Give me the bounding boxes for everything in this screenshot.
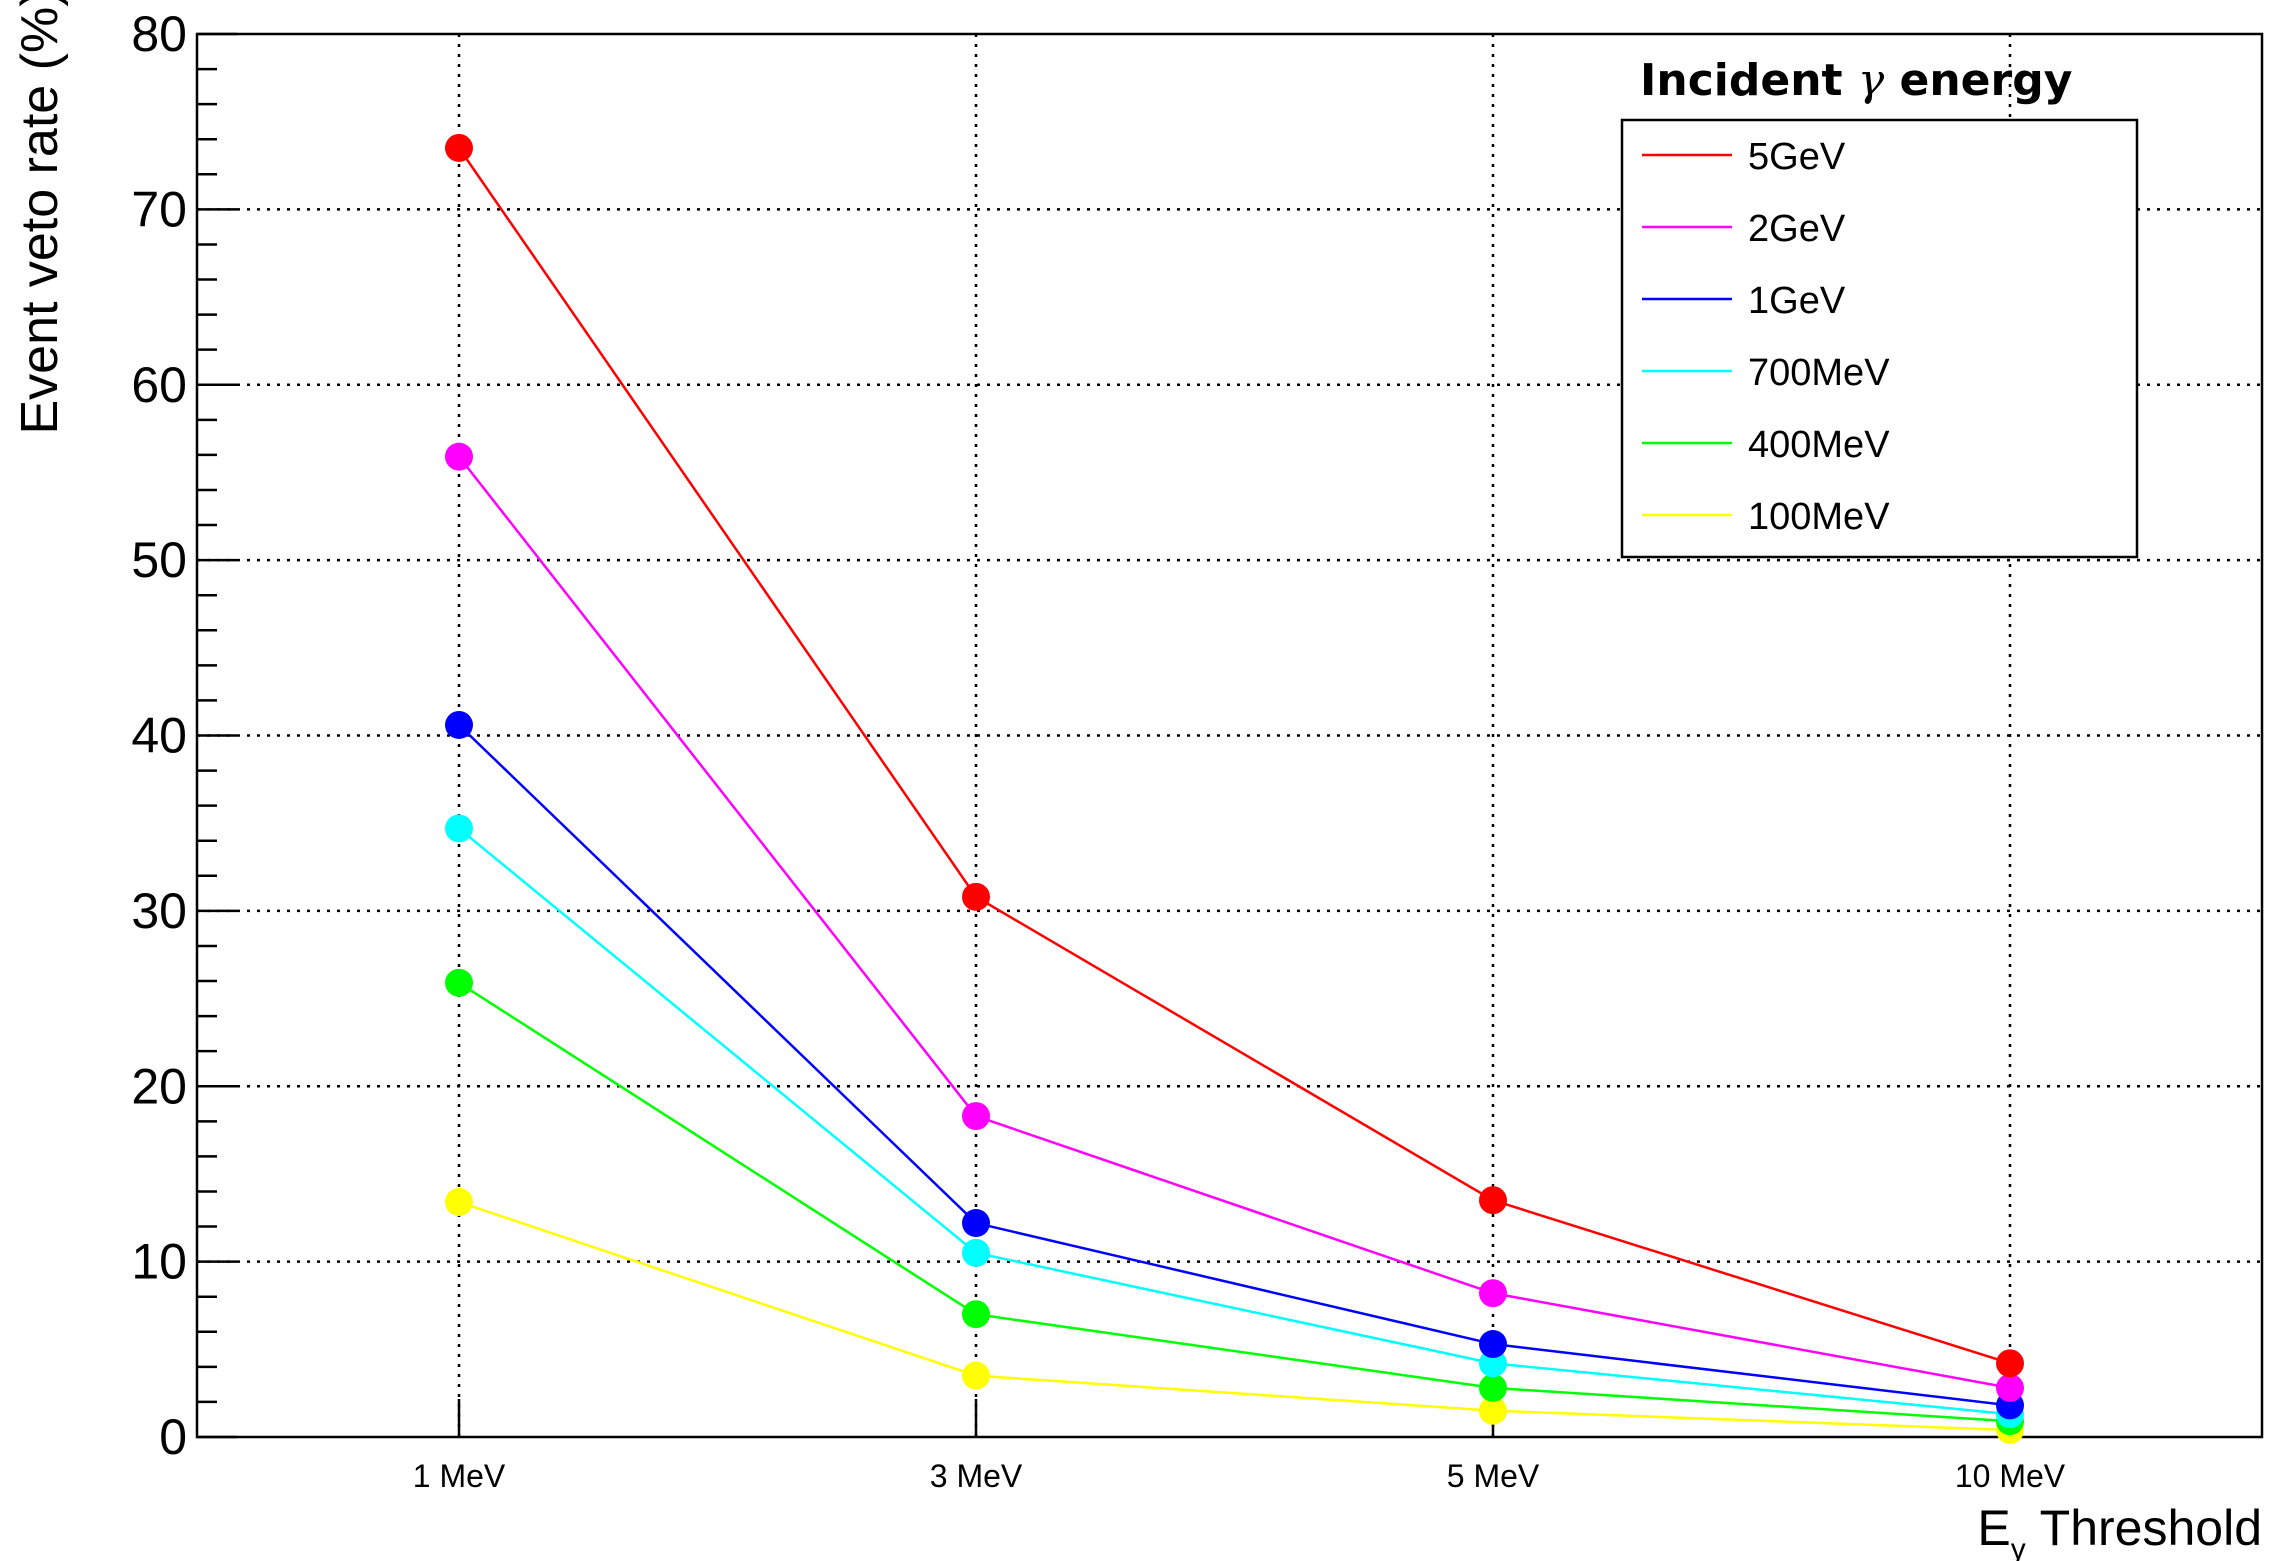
x-axis-title: Eγ Threshold <box>1977 1500 2262 1561</box>
data-point-5GeV <box>445 133 473 162</box>
x-tick-label: 3 MeV <box>930 1458 1023 1494</box>
data-point-2GeV <box>445 442 473 471</box>
data-point-100MeV <box>1479 1396 1507 1425</box>
x-axis-title-main: E <box>1977 1500 2010 1556</box>
legend-entries: 5GeV 2GeV 1GeV 700MeV 400MeV 100MeV <box>1642 136 1890 538</box>
legend-label-400MeV: 400MeV <box>1748 424 1890 466</box>
data-point-5GeV <box>1996 1349 2024 1378</box>
y-tick-label: 70 <box>131 181 187 237</box>
legend-label-2GeV: 2GeV <box>1748 208 1846 250</box>
series-line-2GeV <box>458 455 2011 1390</box>
data-point-700MeV <box>962 1238 990 1267</box>
series-line-5GeV <box>457 147 2011 1365</box>
data-point-400MeV <box>445 968 473 997</box>
y-tick-label: 20 <box>131 1058 187 1114</box>
data-point-700MeV <box>445 814 473 843</box>
data-point-400MeV <box>962 1300 990 1329</box>
legend-title-prefix: Incident <box>1640 55 1858 106</box>
y-tick-label: 10 <box>131 1234 187 1290</box>
data-point-1GeV <box>1479 1330 1507 1359</box>
y-tick-label: 50 <box>131 532 187 588</box>
x-tick-label: 10 MeV <box>1955 1458 2066 1494</box>
series-layer <box>445 133 2024 1444</box>
data-point-1GeV <box>962 1209 990 1238</box>
data-point-2GeV <box>1479 1279 1507 1308</box>
y-tick-label: 60 <box>131 357 187 413</box>
x-axis-title-rest: Threshold <box>2026 1500 2262 1556</box>
y-tick-label: 80 <box>131 6 187 62</box>
data-point-1GeV <box>445 710 473 739</box>
y-tick-label: 0 <box>159 1409 187 1465</box>
series-line-700MeV <box>458 827 2011 1416</box>
data-point-100MeV <box>445 1187 473 1216</box>
series-line-1GeV <box>458 724 2011 1407</box>
y-tick-label: 40 <box>131 708 187 764</box>
legend-title-suffix: energy <box>1884 55 2072 106</box>
series-line-400MeV <box>458 981 2011 1423</box>
labels-layer: 0 10 20 30 40 50 60 70 80 1 MeV 3 MeV 5 MeV 10 MeV <box>131 6 2065 1494</box>
x-axis-title-sub: γ <box>2011 1533 2026 1561</box>
y-axis-title: Event veto rate (%) <box>11 0 69 435</box>
data-point-700MeV <box>1479 1349 1507 1378</box>
data-point-5GeV <box>1479 1186 1507 1215</box>
x-tick-label: 1 MeV <box>413 1458 506 1494</box>
legend-title: Incident γ energy <box>1640 55 2072 106</box>
series-line-100MeV <box>458 1200 2011 1432</box>
data-point-2GeV <box>962 1102 990 1131</box>
legend-label-700MeV: 700MeV <box>1748 352 1890 394</box>
data-point-5GeV <box>962 882 990 911</box>
legend-box <box>1620 118 2139 559</box>
legend: Incident γ energy 5GeV 2GeV 1GeV 700MeV 400M… <box>1620 55 2139 559</box>
legend-label-1GeV: 1GeV <box>1748 280 1846 322</box>
y-tick-label: 30 <box>131 883 187 939</box>
legend-label-100MeV: 100MeV <box>1748 496 1890 538</box>
data-point-400MeV <box>1479 1373 1507 1402</box>
x-tick-label: 5 MeV <box>1447 1458 1540 1494</box>
data-point-2GeV <box>1996 1373 2024 1402</box>
axes-layer <box>195 32 2264 1439</box>
legend-title-symbol: γ <box>1858 55 1885 106</box>
data-point-100MeV <box>962 1361 990 1390</box>
legend-label-5GeV: 5GeV <box>1748 136 1846 178</box>
